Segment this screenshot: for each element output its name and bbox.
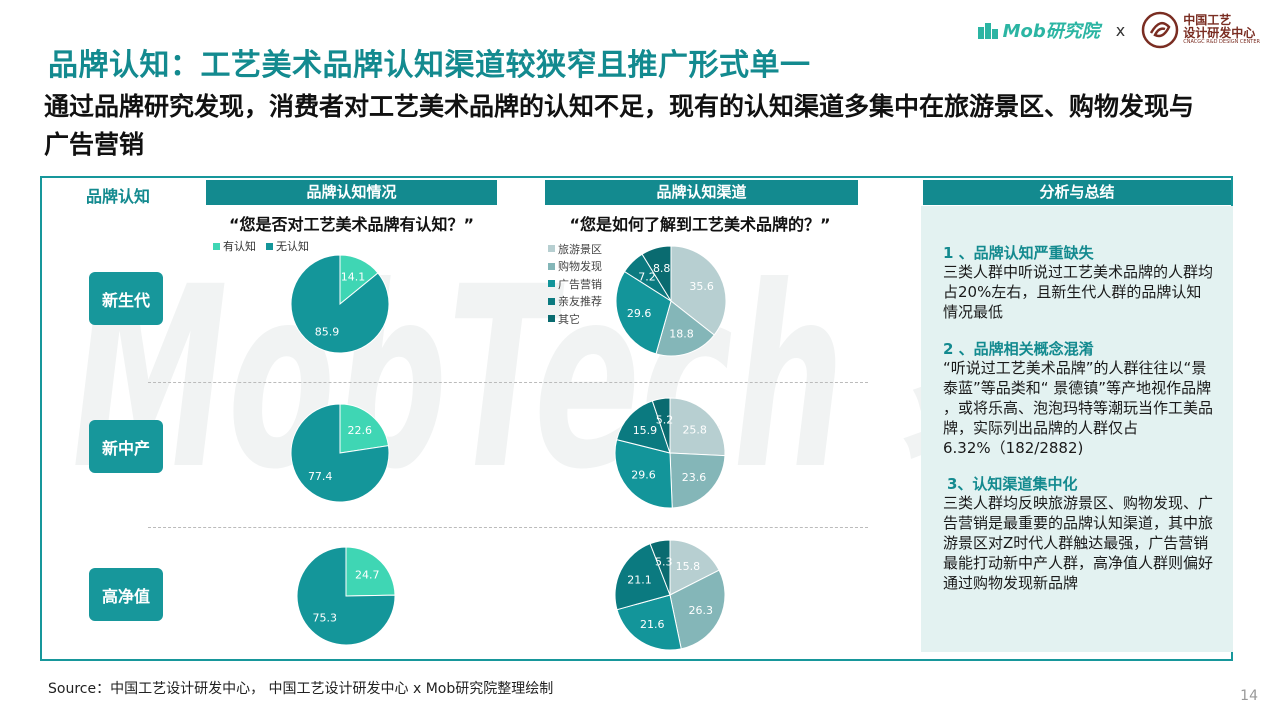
legend-swatch [548,297,555,305]
legend-label: 广告营销 [558,277,602,291]
pie-slice-旅游景区 [669,539,720,596]
pie-data-label: 85.9 [315,325,340,338]
pie-awareness-gen-z: 14.1 85.9 [290,254,390,354]
legend-swatch [548,262,555,270]
pie-channel-high-net-worth: 15.8 26.3 21.6 21.15.3 [614,539,726,651]
pie-data-label: 14.1 [341,271,366,284]
pie-channel-gen-z: 35.6 18.8 29.6 7.28.8 [615,245,727,357]
source-note: Source：中国工艺设计研发中心， 中国工艺设计研发中心 x Mob研究院整理… [48,681,554,697]
segment-label-high-net-worth: 高净值 [89,568,163,621]
page-subtitle: 通过品牌研究发现，消费者对工艺美术品牌的认知不足，现有的认知渠道多集中在旅游景区… [44,92,1195,159]
legend-swatch [548,245,555,253]
pie-data-label: 5.3 [655,555,673,568]
legend-item: 购物发现 [548,258,602,276]
legend-swatch [213,242,220,250]
legend-label: 无认知 [276,240,309,253]
cnacgc-logo: 中国工艺 设计研发中心 CNACGC R&D DESIGN CENTER [1141,11,1260,49]
segment-label-gen-z: 新生代 [89,272,163,325]
pie-awareness-high-net-worth: 24.7 75.3 [296,546,396,646]
summary-section-title-2: 2 、品牌相关概念混淆 [943,340,1094,358]
legend-label: 购物发现 [558,260,602,274]
page-number: 14 [1240,688,1258,704]
logo-separator: x [1115,20,1126,40]
pie-channel-new-middle: 25.8 23.6 29.6 15.95.2 [614,397,726,509]
legend-label: 旅游景区 [558,242,602,256]
pie-awareness-new-middle: 22.6 77.4 [290,403,390,503]
pie-data-label: 75.3 [312,612,337,625]
summary-section-title-1: 1 、品牌认知严重缺失 [943,244,1094,262]
pie-slice-有认知 [339,403,390,454]
pie-slice-广告营销 [615,270,672,355]
header-channel: 品牌认知渠道 [545,180,858,205]
question-awareness: “您是否对工艺美术品牌有认知？” [228,215,475,234]
pie-data-label: 15.8 [676,560,701,573]
pie-data-label: 24.7 [355,568,380,581]
pie-data-label: 25.8 [682,423,707,436]
pie-slice-无认知 [290,254,390,354]
segment-label-new-middle: 新中产 [89,420,163,473]
legend-awareness: 有认知 无认知 [213,238,309,254]
header-summary: 分析与总结 [923,180,1231,205]
pie-data-label: 23.6 [682,471,707,484]
legend-item: 旅游景区 [548,240,602,258]
brand-awareness-label: 品牌认知 [86,187,151,206]
pie-data-label: 35.6 [689,280,714,293]
mob-building-icon [977,23,998,39]
pie-slice-有认知 [345,546,396,597]
pie-data-label: 21.1 [627,574,652,587]
pie-data-label: 8.8 [653,262,671,275]
legend-swatch [548,315,555,323]
mob-logo-text: Mob研究院 [1002,21,1100,42]
pie-data-label: 21.6 [640,618,665,631]
summary-section-body-1: 三类人群中听说过工艺美术品牌的人群均占20%左右，且新生代人群的品牌认知情况最低 [943,263,1214,321]
summary-section-title-3: 3、认知渠道集中化 [947,475,1078,493]
legend-label: 有认知 [223,240,256,253]
pie-data-label: 26.3 [688,604,713,617]
legend-channel: 旅游景区 购物发现 广告营销 亲友推荐 其它 [548,240,602,328]
row-divider [148,382,868,383]
page-title: 品牌认知：工艺美术品牌认知渠道较狭窄且推广形式单一 [48,48,811,83]
cnacgc-name-line2: 设计研发中心 [1183,26,1256,41]
header-awareness: 品牌认知情况 [206,180,497,205]
legend-swatch [266,242,273,250]
legend-swatch [548,280,555,288]
legend-item: 亲友推荐 [548,293,602,311]
summary-panel [921,206,1233,652]
mob-logo: Mob研究院 [977,17,1100,43]
pie-slice-广告营销 [614,438,673,509]
pie-data-label: 5.2 [656,413,674,426]
summary-section-body-2: “听说过工艺美术品牌”的人群往往以“景泰蓝”等品类和“ 景德镇”等产地视作品牌 … [943,359,1214,457]
pie-data-label: 18.8 [669,327,694,340]
pie-slice-广告营销 [616,594,682,651]
row-divider [148,527,868,528]
pie-data-label: 29.6 [631,469,656,482]
legend-item: 无认知 [266,238,309,254]
pie-slice-无认知 [290,403,390,503]
legend-item: 有认知 [213,238,256,254]
pie-slice-其它 [649,539,671,596]
pie-data-label: 77.4 [308,470,333,483]
pie-data-label: 22.6 [348,424,373,437]
pie-data-label: 7.2 [638,271,656,284]
pie-slice-购物发现 [669,569,726,650]
cnacgc-name-line1: 中国工艺 [1183,13,1232,28]
pie-data-label: 29.6 [627,307,652,320]
pie-slice-购物发现 [669,452,726,509]
cnacgc-name-english: CNACGC R&D DESIGN CENTER [1183,39,1260,46]
summary-section-body-3: 三类人群均反映旅游景区、购物发现、广告营销是最重要的品牌认知渠道，其中旅游景区对… [943,494,1214,592]
cnacgc-seal-icon [1141,11,1179,49]
pie-slice-旅游景区 [670,245,727,336]
legend-item: 其它 [548,310,602,328]
pie-slice-其它 [641,245,672,303]
question-channel: “您是如何了解到工艺美术品牌的？” [569,215,831,234]
legend-label: 其它 [558,312,580,326]
legend-label: 亲友推荐 [558,295,602,309]
pie-slice-购物发现 [655,300,715,357]
pie-slice-其它 [651,397,671,454]
pie-data-label: 15.9 [633,424,658,437]
legend-item: 广告营销 [548,275,602,293]
pie-slice-旅游景区 [669,397,726,457]
header-logos: Mob研究院 x 中国工艺 设计研发中心 CNACGC R&D DESIGN C… [977,8,1260,52]
pie-slice-无认知 [296,546,396,646]
